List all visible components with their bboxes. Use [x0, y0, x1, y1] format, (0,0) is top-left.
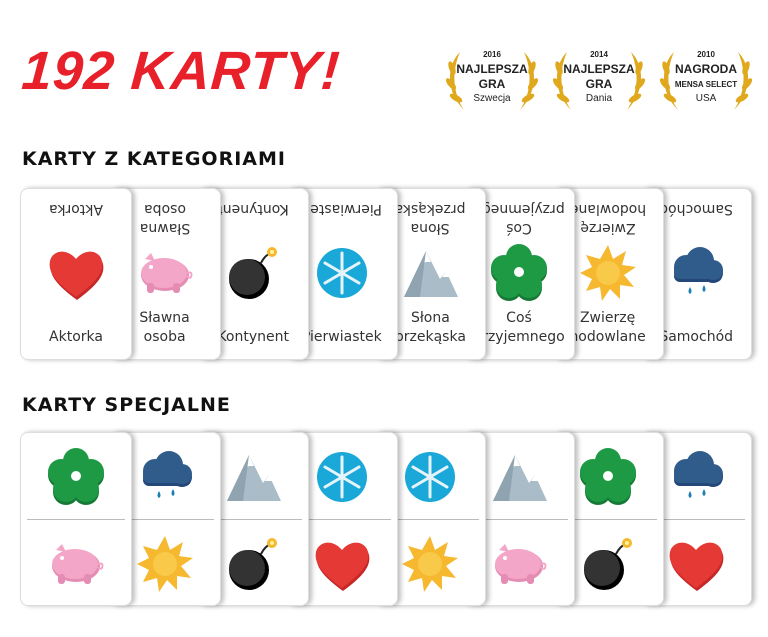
award-line2: GRA [585, 77, 613, 91]
sun-icon [400, 534, 460, 594]
card-label: Sławna osoba [139, 310, 190, 345]
cloud-icon [666, 243, 726, 303]
bomb-icon [578, 534, 638, 594]
mountain-icon [223, 447, 283, 507]
pig-icon [135, 243, 195, 303]
card-label: Coś przyjemnego [473, 310, 565, 345]
award-line1: NAGRODA [675, 62, 737, 76]
awards: 2016 NAJLEPSZA GRA Szwecja 2014 NAJLEPSZA GRA D… [442, 46, 756, 116]
pig-icon [489, 534, 549, 594]
card-label-inverted: Aktorka [49, 201, 103, 217]
card-divider [558, 519, 657, 520]
category-card[interactable]: Aktorka Aktorka [20, 188, 132, 360]
award-year: 2010 [697, 50, 715, 59]
card-label: Słona przekąska [394, 310, 466, 345]
flower-icon [578, 447, 638, 507]
card-divider [204, 519, 303, 520]
award-year: 2016 [483, 50, 501, 59]
award-line3: Szwecja [473, 93, 511, 104]
card-divider [115, 519, 214, 520]
snowflake-icon [312, 243, 372, 303]
snowflake-icon [312, 447, 372, 507]
mountain-icon [489, 447, 549, 507]
pig-icon [46, 534, 106, 594]
snowflake-icon [400, 447, 460, 507]
page-title: 192 KARTY! [19, 41, 343, 101]
cloud-icon [666, 447, 726, 507]
card-divider [27, 519, 125, 520]
card-divider [470, 519, 568, 520]
flower-icon [46, 447, 106, 507]
card-label: Zwierzę hodowlane [569, 310, 646, 345]
award-year: 2014 [590, 50, 608, 59]
card-label: Pierwiastek [301, 329, 382, 345]
award-line3: USA [695, 93, 717, 104]
card-label: Samochód [659, 329, 734, 345]
flower-icon [489, 243, 549, 303]
award-line1: NAJLEPSZA [563, 62, 635, 76]
sun-icon [578, 243, 638, 303]
bomb-icon [223, 534, 283, 594]
heart-icon [312, 534, 372, 594]
card-label: Kontynent [217, 329, 289, 345]
special-heading: KARTY SPECJALNE [22, 394, 231, 416]
categories-heading: KARTY Z KATEGORIAMI [22, 148, 286, 170]
card-divider [647, 519, 746, 520]
award-line2: GRA [478, 77, 506, 91]
special-card[interactable] [20, 432, 132, 606]
mountain-icon [400, 243, 460, 303]
card-divider [292, 519, 391, 520]
bomb-icon [223, 243, 283, 303]
award-line2: MENSA SELECT [674, 80, 738, 89]
heart-icon [46, 243, 106, 303]
award-badge: 2016 NAJLEPSZA GRA Szwecja [442, 46, 542, 116]
card-divider [381, 519, 480, 520]
cloud-icon [135, 447, 195, 507]
award-line3: Dania [585, 93, 613, 104]
award-badge: 2010 NAGRODA MENSA SELECT USA [656, 46, 756, 116]
card-label: Aktorka [49, 329, 103, 345]
award-line1: NAJLEPSZA [456, 62, 528, 76]
award-badge: 2014 NAJLEPSZA GRA Dania [549, 46, 649, 116]
sun-icon [135, 534, 195, 594]
heart-icon [666, 534, 726, 594]
